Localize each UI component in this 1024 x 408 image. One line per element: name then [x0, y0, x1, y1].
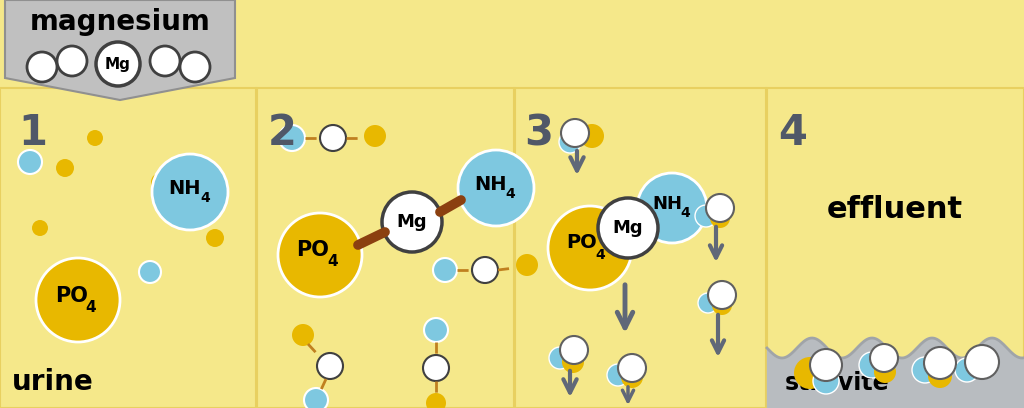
Circle shape: [710, 208, 730, 228]
Circle shape: [180, 52, 210, 82]
Circle shape: [139, 261, 161, 283]
Text: NH: NH: [474, 175, 506, 193]
Circle shape: [708, 281, 736, 309]
Circle shape: [150, 46, 180, 76]
Circle shape: [928, 364, 952, 388]
Circle shape: [561, 119, 589, 147]
Circle shape: [152, 154, 228, 230]
Circle shape: [36, 258, 120, 342]
Circle shape: [18, 150, 42, 174]
Text: 1: 1: [18, 112, 47, 154]
Text: 4: 4: [328, 253, 338, 268]
Text: PO: PO: [55, 286, 88, 306]
Circle shape: [382, 192, 442, 252]
Circle shape: [57, 46, 87, 76]
Circle shape: [56, 159, 74, 177]
Circle shape: [813, 368, 839, 394]
Circle shape: [206, 229, 224, 247]
Circle shape: [955, 358, 979, 382]
Circle shape: [706, 194, 734, 222]
Circle shape: [618, 354, 646, 382]
Text: PO: PO: [297, 240, 330, 260]
Text: NH: NH: [169, 179, 202, 197]
Circle shape: [712, 295, 732, 315]
Circle shape: [560, 336, 588, 364]
Circle shape: [562, 351, 584, 373]
Circle shape: [472, 257, 498, 283]
Circle shape: [87, 130, 103, 146]
Circle shape: [151, 173, 169, 191]
Circle shape: [364, 125, 386, 147]
Circle shape: [317, 353, 343, 379]
Circle shape: [580, 124, 604, 148]
Text: struvite: struvite: [785, 371, 890, 395]
Circle shape: [870, 344, 898, 372]
Circle shape: [794, 357, 826, 389]
Circle shape: [548, 206, 632, 290]
Polygon shape: [5, 0, 234, 100]
Bar: [257, 88, 514, 408]
Text: 4: 4: [680, 206, 690, 220]
Text: urine: urine: [12, 368, 94, 396]
Circle shape: [83, 298, 106, 322]
Circle shape: [859, 352, 885, 378]
Text: Mg: Mg: [612, 219, 643, 237]
Circle shape: [279, 125, 305, 151]
Circle shape: [874, 361, 896, 383]
Text: 4: 4: [778, 112, 807, 154]
Text: NH: NH: [652, 195, 682, 213]
Circle shape: [292, 324, 314, 346]
Circle shape: [621, 366, 643, 388]
Circle shape: [278, 213, 362, 297]
Circle shape: [965, 345, 999, 379]
Circle shape: [27, 52, 57, 82]
Circle shape: [96, 42, 140, 86]
Text: 4: 4: [595, 248, 605, 262]
Bar: [515, 88, 766, 408]
Circle shape: [598, 198, 658, 258]
Text: PO: PO: [566, 233, 597, 253]
Text: 4: 4: [200, 191, 210, 205]
Circle shape: [924, 347, 956, 379]
Text: effluent: effluent: [827, 195, 963, 224]
Text: 4: 4: [86, 299, 96, 315]
Bar: [767, 88, 1024, 408]
Circle shape: [433, 258, 457, 282]
Circle shape: [426, 393, 446, 408]
Circle shape: [607, 364, 629, 386]
Circle shape: [32, 220, 48, 236]
Circle shape: [423, 355, 449, 381]
Circle shape: [549, 347, 571, 369]
Circle shape: [637, 173, 707, 243]
Bar: [0, 88, 256, 408]
Circle shape: [698, 293, 718, 313]
Text: magnesium: magnesium: [30, 8, 211, 36]
Text: 2: 2: [268, 112, 297, 154]
Circle shape: [516, 254, 538, 276]
Circle shape: [458, 150, 534, 226]
Circle shape: [304, 388, 328, 408]
Circle shape: [912, 357, 938, 383]
Text: Mg: Mg: [396, 213, 427, 231]
Circle shape: [559, 131, 581, 153]
Text: 3: 3: [524, 112, 553, 154]
Text: 4: 4: [505, 187, 515, 201]
Circle shape: [319, 125, 346, 151]
Text: Mg: Mg: [105, 56, 131, 71]
Circle shape: [810, 349, 842, 381]
Circle shape: [424, 318, 449, 342]
Circle shape: [695, 205, 717, 227]
